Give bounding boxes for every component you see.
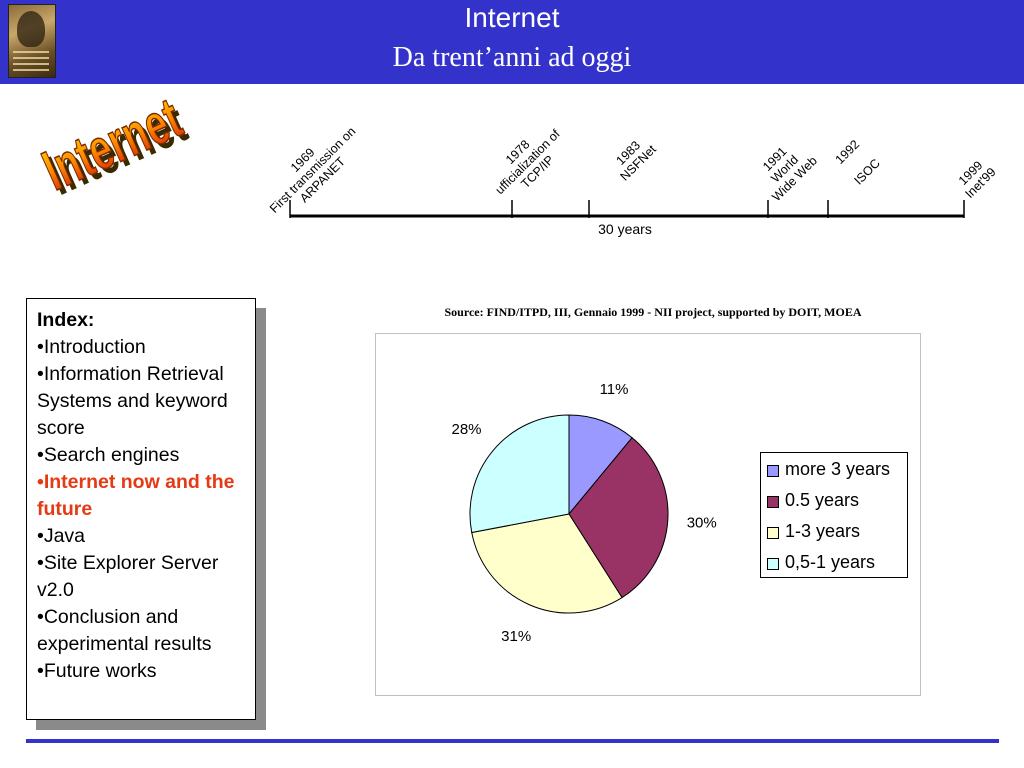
chart-title: Source: FIND/ITPD, III, Gennaio 1999 - N… bbox=[444, 305, 862, 319]
university-seal-icon bbox=[8, 4, 56, 78]
index-item: •Information Retrieval Systems and keywo… bbox=[37, 363, 228, 439]
legend-swatch bbox=[767, 465, 779, 477]
legend-label: 0,5-1 years bbox=[785, 552, 876, 572]
pie-data-label: 31% bbox=[501, 628, 531, 645]
legend-swatch bbox=[767, 527, 779, 539]
pie-slice-0 bbox=[568, 414, 633, 516]
header-bar bbox=[0, 0, 1024, 84]
index-item: •Site Explorer Server v2.0 bbox=[37, 552, 219, 601]
index-item: •Future works bbox=[37, 660, 157, 682]
index-list: •Introduction •Information Retrieval Syst… bbox=[37, 334, 245, 685]
legend-label: 0.5 years bbox=[785, 490, 860, 510]
pie-slice-3 bbox=[469, 414, 570, 534]
index-item: •Java bbox=[37, 525, 86, 547]
pie-slice-2 bbox=[471, 513, 623, 614]
timeline-span-label: 30 years bbox=[598, 221, 652, 237]
index-item: •Introduction bbox=[37, 336, 146, 358]
legend-label: more 3 years bbox=[785, 459, 891, 479]
pie-slice-1 bbox=[568, 437, 669, 599]
page-title: Internet bbox=[464, 2, 560, 33]
page-subtitle: Da trent’anni ad oggi bbox=[392, 42, 632, 73]
timeline: 1969 First transmission on ARPANET 1978 uffi… bbox=[0, 0, 1024, 260]
legend-swatch bbox=[767, 558, 779, 570]
legend-label: 1-3 years bbox=[785, 521, 861, 541]
footer-divider bbox=[26, 739, 999, 743]
pie-data-label: 30% bbox=[687, 514, 717, 531]
index-title: Index: bbox=[37, 309, 95, 331]
legend-swatch bbox=[767, 496, 779, 508]
index-item: •Conclusion and experimental results bbox=[37, 606, 212, 655]
pie-data-label: 28% bbox=[452, 421, 482, 438]
internet-wordart: Internet Internet bbox=[33, 92, 196, 208]
index-item: •Internet now and the future bbox=[37, 471, 235, 520]
index-panel: Index: •Introduction •Information Retriev… bbox=[26, 298, 256, 720]
pie-data-label: 11% bbox=[600, 381, 629, 398]
chart-plot-area bbox=[375, 333, 921, 696]
index-item: •Search engines bbox=[37, 444, 180, 466]
chart-legend: more 3 years 0.5 years 1-3 years 0,5-1 year… bbox=[760, 452, 908, 578]
